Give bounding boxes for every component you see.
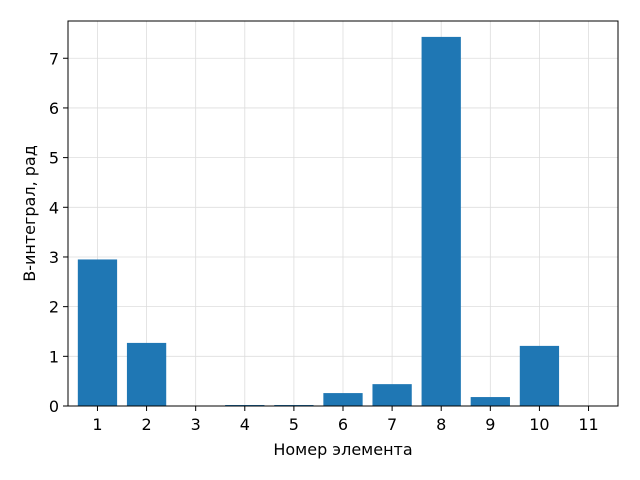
bar-7 [372,384,412,406]
x-tick-label: 6 [338,415,348,434]
x-tick-label: 2 [141,415,151,434]
x-tick-label: 8 [436,415,446,434]
bars [77,36,560,406]
x-tick-label: 10 [529,415,549,434]
y-tick-label: 1 [49,347,59,366]
x-tick-label: 1 [92,415,102,434]
y-axis-label: B-интеграл, рад [20,145,39,282]
x-tick-label: 7 [387,415,397,434]
bar-1 [77,259,118,406]
x-tick-label: 4 [240,415,250,434]
x-tick-label: 11 [578,415,598,434]
x-tick-label: 5 [289,415,299,434]
x-tick-label: 9 [485,415,495,434]
bar-9 [470,397,510,406]
y-tick-label: 3 [49,248,59,267]
bar-10 [519,345,560,406]
y-tick-label: 4 [49,198,59,217]
x-axis-label: Номер элемента [273,440,412,459]
y-tick-label: 2 [49,298,59,317]
x-tick-label: 3 [191,415,201,434]
y-tick-label: 7 [49,49,59,68]
bar-8 [421,36,461,406]
bar-2 [126,342,167,406]
y-tick-label: 5 [49,149,59,168]
axis-ticks: 0 1 2 3 4 5 6 7 1 2 3 4 5 6 7 8 9 10 11 [49,49,599,434]
grid-lines [68,21,618,407]
y-tick-label: 6 [49,99,59,118]
y-tick-label: 0 [49,397,59,416]
bar-6 [323,393,363,406]
